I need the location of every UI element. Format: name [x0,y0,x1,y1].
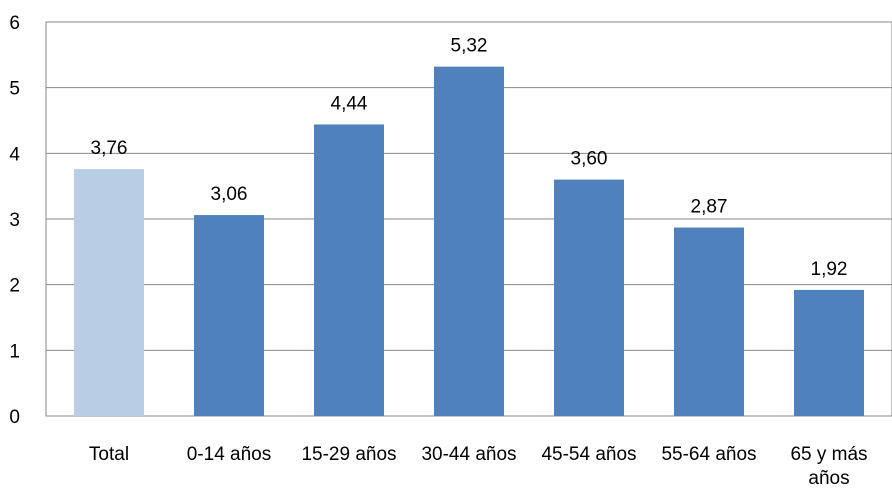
bar [434,66,504,417]
data-label: 1,92 [811,259,848,280]
y-tick-label: 2 [9,276,20,297]
bar [674,227,744,416]
bar [314,124,384,416]
x-tick-label: 55-64 años [661,444,756,465]
x-axis-category-labels: Total 0-14 años 15-29 años 30-44 años 45-54 … [89,444,868,489]
bar [554,179,624,416]
y-tick-label: 5 [9,79,20,100]
data-label: 3,60 [571,149,608,170]
data-label: 3,76 [91,138,128,159]
y-tick-label: 3 [9,210,20,231]
bar [194,215,264,416]
y-tick-label: 0 [9,407,20,428]
data-labels: 3,76 3,06 4,44 5,32 3,60 2,87 1,92 [91,36,848,280]
x-tick-label: 45-54 años [541,444,636,465]
data-label: 5,32 [451,36,488,57]
y-tick-label: 1 [9,341,20,362]
x-tick-label: 65 y más años [790,444,867,489]
x-tick-label: 0-14 años [187,444,272,465]
data-label: 3,06 [211,184,248,205]
y-tick-label: 6 [9,13,20,34]
data-label: 2,87 [691,197,728,218]
data-label: 4,44 [331,93,368,114]
x-tick-label: 30-44 años [421,444,516,465]
x-tick-label: Total [89,444,129,465]
y-tick-label: 4 [9,144,20,165]
bar [794,289,864,416]
bar [74,169,144,416]
y-axis-tick-labels: 0 1 2 3 4 5 6 [9,13,20,428]
bars [74,66,864,417]
x-tick-label: 15-29 años [301,444,396,465]
